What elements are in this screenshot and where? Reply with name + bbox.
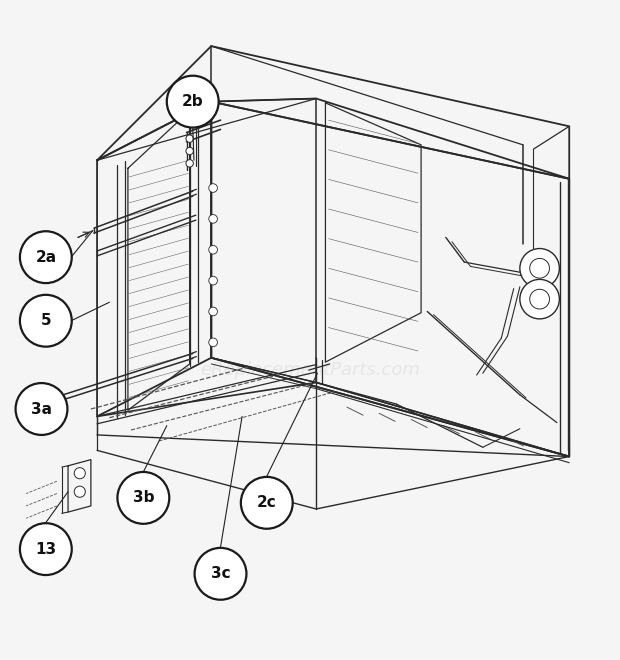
Text: 2b: 2b: [182, 94, 203, 109]
Circle shape: [16, 383, 68, 435]
Text: 5: 5: [40, 314, 51, 328]
Circle shape: [209, 246, 218, 254]
Circle shape: [209, 338, 218, 346]
Circle shape: [209, 183, 218, 192]
Circle shape: [20, 523, 72, 575]
Circle shape: [20, 231, 72, 283]
Circle shape: [520, 279, 559, 319]
Text: 13: 13: [35, 542, 56, 556]
Circle shape: [186, 160, 193, 167]
Circle shape: [209, 277, 218, 285]
Text: 2a: 2a: [35, 249, 56, 265]
Text: eReplacementParts.com: eReplacementParts.com: [200, 361, 420, 379]
Circle shape: [186, 135, 193, 143]
Text: 3c: 3c: [211, 566, 230, 581]
Circle shape: [209, 214, 218, 223]
Circle shape: [117, 472, 169, 524]
Circle shape: [74, 468, 86, 478]
Circle shape: [529, 259, 549, 278]
Text: 3b: 3b: [133, 490, 154, 506]
Circle shape: [20, 295, 72, 346]
Text: 3a: 3a: [31, 401, 52, 416]
Circle shape: [520, 249, 559, 288]
Circle shape: [167, 76, 219, 127]
Circle shape: [195, 548, 246, 600]
Circle shape: [74, 486, 86, 497]
Circle shape: [529, 289, 549, 309]
Circle shape: [241, 477, 293, 529]
Text: 2c: 2c: [257, 495, 277, 510]
Circle shape: [186, 147, 193, 154]
Circle shape: [209, 307, 218, 315]
